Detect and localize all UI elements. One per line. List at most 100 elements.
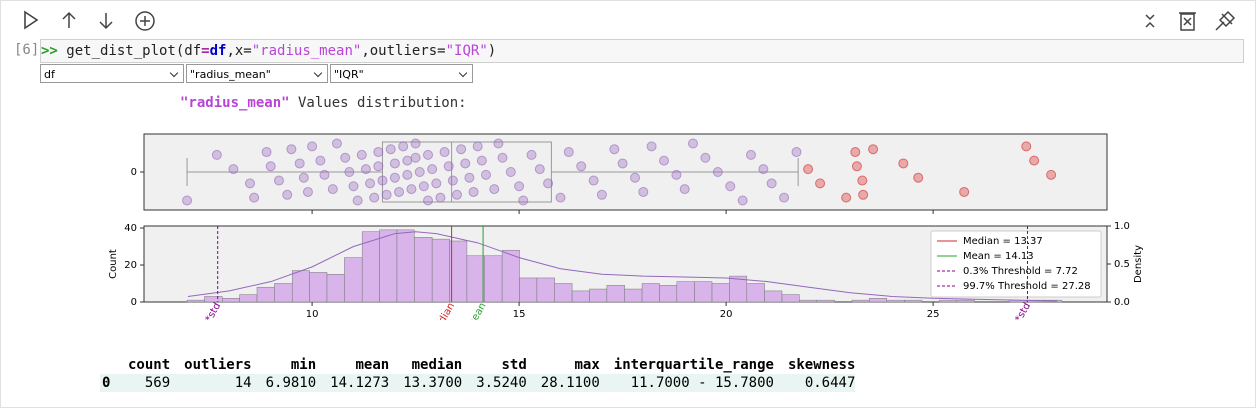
column-header: interquartile_range xyxy=(613,357,774,373)
point xyxy=(630,172,641,183)
point xyxy=(563,147,574,158)
point xyxy=(261,147,272,158)
point xyxy=(671,169,682,180)
bar xyxy=(869,298,887,303)
point xyxy=(464,172,475,183)
toolbar xyxy=(24,10,1236,31)
point xyxy=(348,181,359,192)
point xyxy=(543,178,554,189)
point xyxy=(340,152,351,163)
stats-table: count outliers min mean median std max interqua… xyxy=(100,356,856,392)
point xyxy=(913,172,924,183)
delete-cell[interactable] xyxy=(1179,12,1196,31)
y-tick-label: 0 xyxy=(131,297,137,308)
bar xyxy=(589,288,608,303)
point xyxy=(1046,169,1057,180)
point xyxy=(687,138,698,149)
bar xyxy=(449,240,468,303)
point xyxy=(369,192,380,203)
point xyxy=(766,178,777,189)
point xyxy=(526,149,537,160)
bar xyxy=(851,299,870,303)
y-tick-label: 0 xyxy=(131,167,137,178)
point xyxy=(360,164,371,175)
cell: 11.7000 - 15.7800 xyxy=(630,375,774,391)
add-cell[interactable] xyxy=(135,11,155,31)
point xyxy=(841,192,852,203)
bar xyxy=(414,237,433,303)
box xyxy=(381,141,552,203)
bar xyxy=(484,255,503,303)
bar xyxy=(326,274,345,303)
code-token: df xyxy=(184,43,202,59)
point xyxy=(1029,155,1040,166)
point xyxy=(298,172,309,183)
code-token: "radius_mean" xyxy=(251,43,362,59)
point xyxy=(352,195,363,206)
point xyxy=(451,189,462,200)
bar xyxy=(501,249,520,303)
run-button[interactable] xyxy=(24,10,39,30)
point xyxy=(476,155,487,166)
code-cell[interactable]: >> get_dist_plot(df=df,x="radius_mean",o… xyxy=(40,39,1244,63)
cell: 0.6447 xyxy=(804,375,856,391)
point xyxy=(576,161,587,172)
code-token: ) xyxy=(487,43,497,59)
point xyxy=(410,152,421,163)
bar xyxy=(711,283,730,303)
column-header: median xyxy=(411,357,463,373)
point xyxy=(588,175,599,186)
heading-var: "radius_mean" xyxy=(180,95,290,111)
bar xyxy=(239,294,258,303)
x-tick-label: 20 xyxy=(720,309,733,320)
point xyxy=(815,178,826,189)
y-tick-label: 20 xyxy=(124,260,137,271)
point xyxy=(898,158,909,169)
move-down[interactable] xyxy=(99,13,113,30)
cell: 6.9810 xyxy=(265,375,317,391)
bar xyxy=(886,299,905,303)
dropdown[interactable]: df xyxy=(40,64,184,83)
collapse[interactable] xyxy=(1145,14,1155,28)
point xyxy=(1021,141,1032,152)
bar xyxy=(344,257,363,303)
point xyxy=(737,195,748,206)
point xyxy=(394,186,405,197)
bar xyxy=(291,270,310,303)
legend-box xyxy=(930,230,1102,298)
point xyxy=(617,158,628,169)
dropdown[interactable]: "IQR" xyxy=(330,64,473,83)
dropdown[interactable]: "radius_mean" xyxy=(186,64,328,83)
code-token: get_dist_plot( xyxy=(57,43,185,59)
point xyxy=(791,147,802,158)
y2-tick-label: 1.0 xyxy=(1114,221,1130,232)
bar xyxy=(536,277,555,303)
bar xyxy=(624,288,643,303)
bar xyxy=(939,299,957,303)
bar xyxy=(554,283,573,303)
point xyxy=(286,144,297,155)
point xyxy=(534,164,545,175)
point xyxy=(468,186,479,197)
point xyxy=(265,161,276,172)
point xyxy=(182,195,193,206)
point xyxy=(609,144,620,155)
point xyxy=(851,161,862,172)
pin[interactable] xyxy=(1215,10,1236,31)
heading-text: Values distribution: xyxy=(289,95,467,111)
point xyxy=(211,149,222,160)
column-header: count xyxy=(128,357,171,373)
bar xyxy=(256,286,275,303)
point xyxy=(418,181,429,192)
point xyxy=(385,144,396,155)
column-header: outliers xyxy=(184,357,252,373)
point xyxy=(431,178,442,189)
code-token: "IQR" xyxy=(445,43,488,59)
point xyxy=(315,155,326,166)
point xyxy=(857,175,868,186)
line-annotation: -3*std xyxy=(199,301,224,320)
line-annotation: 3*std xyxy=(1010,301,1033,320)
move-up[interactable] xyxy=(62,11,76,28)
point xyxy=(344,167,355,177)
point xyxy=(373,161,384,172)
